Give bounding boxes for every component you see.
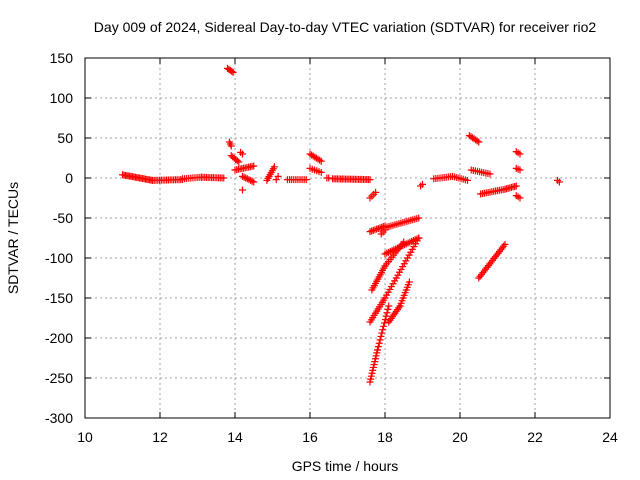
y-tick-label: -150: [45, 290, 73, 306]
data-point: [384, 305, 392, 313]
data-point: [374, 343, 382, 351]
data-point: [415, 214, 423, 222]
data-point: [374, 346, 381, 354]
data-point: [473, 137, 481, 145]
data-point: [419, 180, 426, 188]
data-point: [385, 302, 393, 310]
data-point: [380, 319, 388, 327]
y-tick-label: 0: [65, 170, 73, 186]
data-point: [325, 174, 333, 182]
data-point: [377, 332, 385, 340]
data-point: [250, 162, 258, 170]
data-point: [501, 240, 509, 248]
y-tick-label: -250: [45, 370, 73, 386]
data-point: [369, 226, 377, 234]
data-point: [239, 150, 246, 158]
data-point: [366, 228, 374, 236]
x-tick-label: 10: [77, 429, 93, 445]
data-point: [405, 278, 413, 286]
grid: [85, 58, 610, 418]
data-point: [415, 234, 423, 242]
data-point: [245, 176, 253, 184]
x-axis-label: GPS time / hours: [292, 458, 399, 474]
data-point: [317, 168, 325, 176]
data-point: [229, 68, 237, 76]
x-tick-label: 20: [452, 429, 468, 445]
data-points: [119, 64, 563, 386]
x-tick-label: 16: [302, 429, 318, 445]
data-point: [302, 176, 310, 184]
data-point: [228, 67, 236, 75]
data-point: [380, 322, 388, 330]
x-tick-label: 18: [377, 429, 393, 445]
data-point: [227, 142, 235, 150]
data-point: [475, 138, 483, 146]
x-tick-label: 22: [527, 429, 543, 445]
data-point: [233, 157, 241, 165]
data-point: [379, 326, 387, 334]
y-axis-label: SDTVAR / TECUs: [5, 182, 21, 294]
data-point: [242, 174, 250, 182]
data-point: [376, 336, 384, 344]
data-point: [382, 312, 390, 320]
data-point: [317, 157, 325, 165]
data-point: [248, 177, 256, 185]
data-point: [378, 329, 386, 337]
data-point: [512, 182, 520, 190]
data-point: [250, 178, 258, 186]
data-point: [486, 170, 494, 178]
data-point: [383, 309, 391, 317]
y-tick-label: 100: [50, 90, 74, 106]
data-point: [239, 186, 246, 194]
data-point: [239, 172, 246, 180]
data-point: [247, 176, 255, 184]
data-point: [516, 150, 524, 158]
data-point: [374, 224, 382, 232]
data-point: [516, 194, 524, 202]
y-tick-label: -200: [45, 330, 73, 346]
chart-title: Day 009 of 2024, Sidereal Day-to-day VTE…: [94, 19, 597, 35]
data-point: [371, 226, 379, 234]
data-point: [270, 163, 278, 171]
y-tick-label: 50: [57, 130, 73, 146]
data-point: [516, 166, 524, 174]
data-point: [381, 226, 389, 234]
data-point: [464, 176, 471, 184]
plot-frame: [84, 57, 611, 419]
x-tick-label: 24: [602, 429, 618, 445]
data-point: [243, 175, 251, 183]
axis-ticks: 10 12 14 16 18 20 22 24 150 100 50 0 -50 -100 -150 -200…: [45, 50, 618, 445]
data-point: [235, 158, 243, 166]
data-point: [274, 172, 282, 180]
data-point: [368, 227, 376, 235]
x-tick-label: 12: [152, 429, 168, 445]
data-point: [375, 339, 383, 347]
y-tick-label: -50: [53, 210, 73, 226]
data-point: [240, 173, 248, 181]
data-point: [555, 178, 563, 186]
data-point: [372, 188, 380, 196]
data-point: [366, 176, 374, 184]
data-point: [316, 156, 324, 164]
x-tick-label: 14: [227, 429, 243, 445]
data-point: [220, 174, 228, 182]
y-tick-label: 150: [50, 50, 74, 66]
y-tick-label: -100: [45, 250, 73, 266]
data-point: [373, 225, 381, 233]
y-tick-label: -300: [45, 410, 73, 426]
